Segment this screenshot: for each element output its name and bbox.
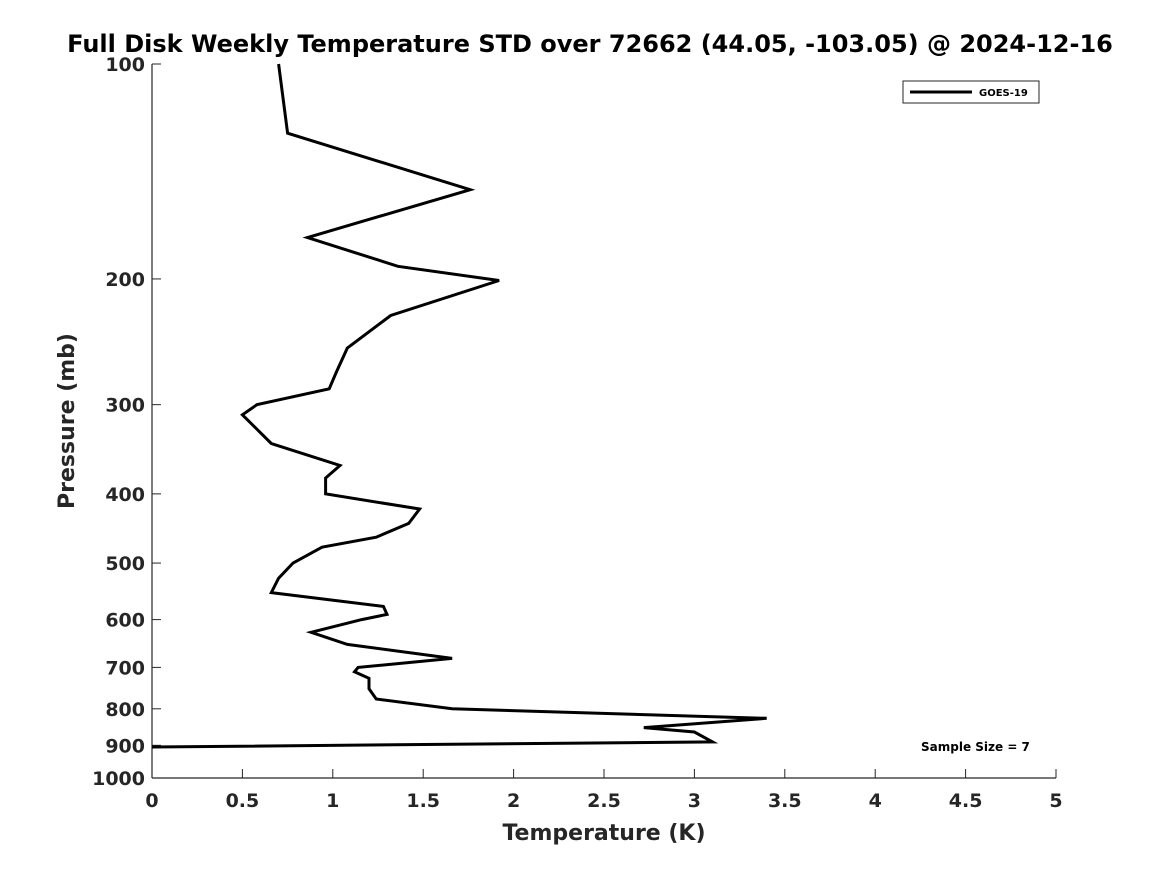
series-line [151,63,767,749]
y-tick-label: 1000 [92,768,145,790]
y-ticks: 100 200 300 400 500 600 700 800 900 1000 [92,54,161,790]
x-axis-label: Temperature (K) [502,821,705,846]
x-tick-label: 1.5 [406,790,440,812]
y-axis-label: Pressure (mb) [55,333,80,509]
x-tick-label: 3.5 [768,790,802,812]
series-group [151,63,767,749]
y-tick-label: 700 [105,657,145,679]
x-tick-label: 5 [1049,790,1062,812]
y-tick-label: 300 [105,395,145,417]
y-tick-label: 600 [105,610,145,632]
sample-size-annotation: Sample Size = 7 [921,740,1030,754]
x-tick-label: 0.5 [226,790,260,812]
axes [151,64,1056,779]
x-tick-label: 1 [326,790,339,812]
y-tick-label: 100 [105,54,145,76]
x-ticks: 0 0.5 1 1.5 2 2.5 3 3.5 4 4.5 5 [145,769,1063,812]
x-tick-label: 2 [507,790,520,812]
legend-label: GOES-19 [979,88,1028,99]
y-tick-label: 400 [105,484,145,506]
x-tick-label: 4 [869,790,882,812]
x-tick-label: 0 [145,790,158,812]
chart-title: Full Disk Weekly Temperature STD over 72… [67,30,1113,58]
y-tick-label: 200 [105,269,145,291]
x-tick-label: 3 [688,790,701,812]
legend: GOES-19 [902,80,1040,104]
y-tick-label: 800 [105,699,145,721]
y-tick-label: 900 [105,735,145,757]
x-tick-label: 4.5 [949,790,983,812]
y-tick-label: 500 [105,553,145,575]
x-tick-label: 2.5 [587,790,621,812]
